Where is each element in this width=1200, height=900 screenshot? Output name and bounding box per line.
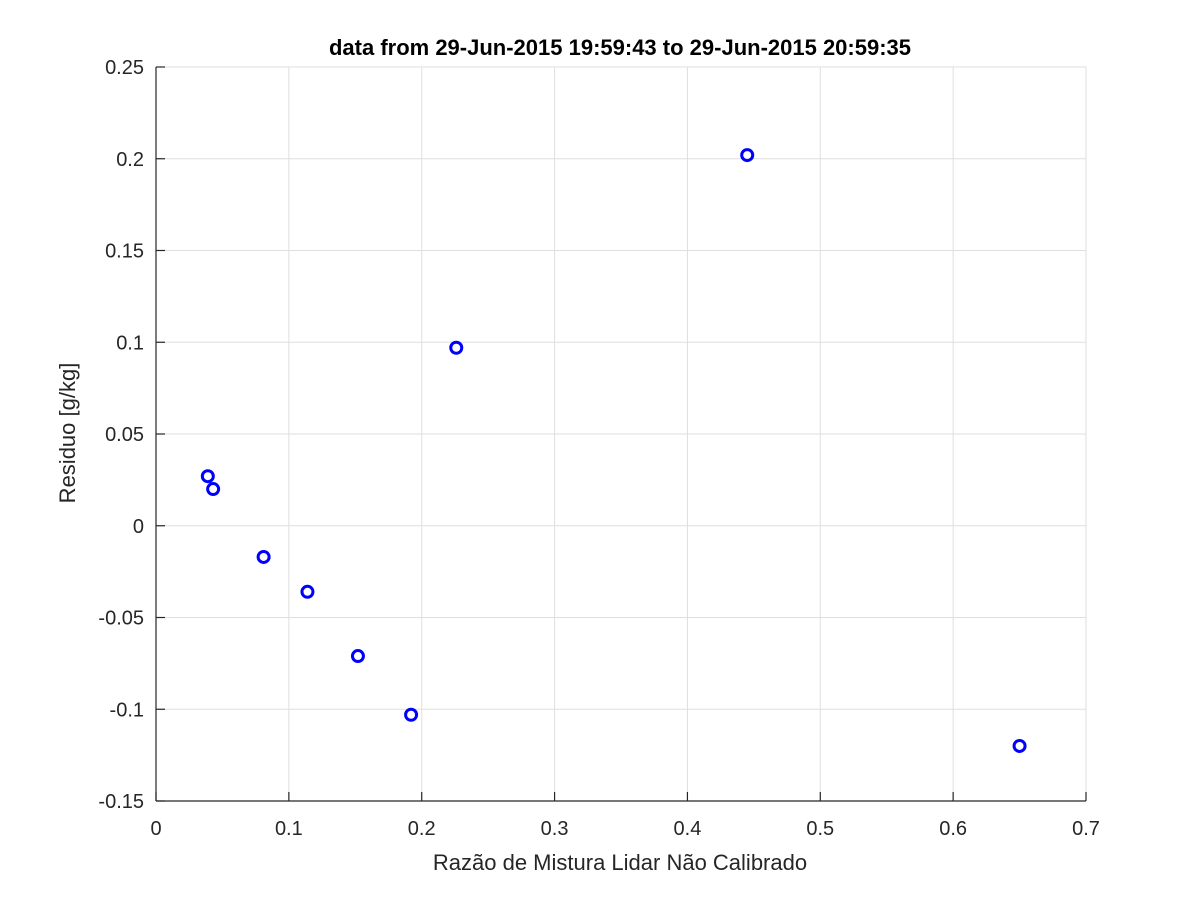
data-point [1012, 738, 1027, 753]
data-point [300, 584, 315, 599]
data-point [206, 482, 221, 497]
x-tick-label: 0 [150, 818, 161, 840]
data-point [350, 649, 365, 664]
data-points [200, 148, 1027, 753]
y-axis-label: Residuo [g/kg] [55, 363, 80, 504]
data-point [256, 549, 271, 564]
y-tick-label: -0.15 [98, 791, 144, 813]
x-axis-label: Razão de Mistura Lidar Não Calibrado [433, 850, 807, 875]
x-tick-label: 0.1 [275, 818, 303, 840]
data-point [740, 148, 755, 163]
y-tick-label: 0.2 [116, 149, 144, 171]
y-tick-label: 0.15 [105, 241, 144, 263]
y-tick-label: -0.05 [98, 608, 144, 630]
data-point [449, 340, 464, 355]
x-tick-label: 0.3 [541, 818, 569, 840]
axes: 0 0.1 0.2 0.3 0.4 0.5 0.6 0.7 -0.15 -0.1 -0.05 0 0.0… [98, 57, 1100, 840]
y-tick-label: 0.05 [105, 424, 144, 446]
x-tick-label: 0.4 [674, 818, 702, 840]
y-tick-label: 0 [133, 516, 144, 538]
y-tick-label: 0.1 [116, 332, 144, 354]
data-point [200, 469, 215, 484]
y-tick-label: -0.1 [110, 699, 144, 721]
x-tick-label: 0.5 [806, 818, 834, 840]
data-point [404, 707, 419, 722]
x-tick-label: 0.6 [939, 818, 967, 840]
y-tick-label: 0.25 [105, 57, 144, 79]
x-tick-label: 0.7 [1072, 818, 1100, 840]
grid-lines [155, 66, 1087, 802]
chart-title: data from 29-Jun-2015 19:59:43 to 29-Jun… [329, 35, 911, 60]
x-tick-label: 0.2 [408, 818, 436, 840]
